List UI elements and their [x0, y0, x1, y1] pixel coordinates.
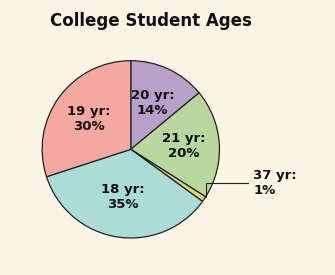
Text: 18 yr:
35%: 18 yr: 35%: [102, 183, 145, 211]
Text: 37 yr:
1%: 37 yr: 1%: [206, 169, 297, 197]
Wedge shape: [47, 149, 203, 238]
Wedge shape: [131, 149, 206, 202]
Title: College Student Ages: College Student Ages: [50, 12, 252, 30]
Wedge shape: [42, 61, 131, 177]
Text: 20 yr:
14%: 20 yr: 14%: [131, 89, 175, 117]
Text: 19 yr:
30%: 19 yr: 30%: [67, 105, 111, 133]
Wedge shape: [131, 93, 219, 197]
Wedge shape: [131, 61, 199, 149]
Text: 21 yr:
20%: 21 yr: 20%: [162, 132, 206, 160]
